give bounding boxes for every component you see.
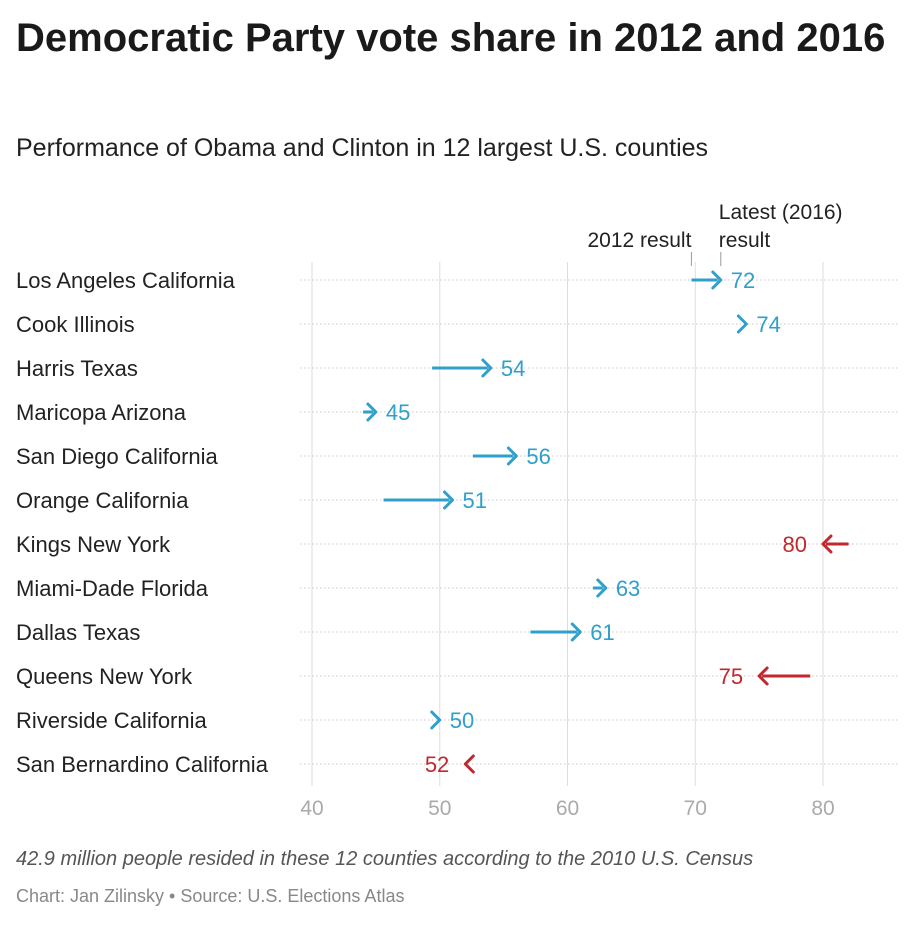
county-label: Miami-Dade Florida [16, 576, 209, 601]
x-tick-label: 50 [428, 797, 451, 820]
value-label: 61 [590, 620, 614, 645]
county-rows: Los Angeles California 72 Cook Illinois 74 H… [16, 268, 898, 777]
county-label: Los Angeles California [16, 268, 236, 293]
change-arrow-head [736, 314, 748, 334]
county-row: Harris Texas 54 [16, 356, 898, 381]
value-label: 74 [756, 312, 780, 337]
county-row: San Bernardino California 52 [16, 752, 898, 777]
value-label: 63 [616, 576, 640, 601]
legend-end-label-line1: Latest (2016) [719, 201, 843, 224]
county-row: Kings New York 80 [16, 532, 898, 557]
county-label: Maricopa Arizona [16, 400, 187, 425]
value-label: 80 [783, 532, 807, 557]
county-row: Queens New York 75 [16, 664, 898, 689]
county-row: Maricopa Arizona 45 [16, 400, 898, 425]
census-note: 42.9 million people resided in these 12 … [16, 848, 754, 870]
change-arrow-head [596, 578, 608, 598]
county-row: Miami-Dade Florida 63 [16, 576, 898, 601]
county-label: Dallas Texas [16, 620, 140, 645]
county-row: San Diego California 56 [16, 444, 898, 469]
county-label: Queens New York [16, 664, 193, 689]
legend-start-label: 2012 result [588, 229, 692, 252]
county-label: Riverside California [16, 708, 208, 733]
change-arrow-head [481, 358, 493, 378]
change-arrow-head [366, 402, 378, 422]
value-label: 51 [463, 488, 487, 513]
county-label: San Diego California [16, 444, 219, 469]
county-row: Orange California 51 [16, 488, 898, 513]
county-row: Dallas Texas 61 [16, 620, 898, 645]
county-row: Riverside California 50 [16, 708, 898, 733]
county-label: Orange California [16, 488, 189, 513]
value-label: 50 [450, 708, 474, 733]
value-label: 72 [731, 268, 755, 293]
value-label: 54 [501, 356, 525, 381]
county-label: Kings New York [16, 532, 171, 557]
value-label: 75 [719, 664, 743, 689]
change-arrow-head [711, 270, 723, 290]
county-row: Los Angeles California 72 [16, 268, 898, 293]
change-arrow-head [821, 534, 833, 554]
county-label: San Bernardino California [16, 752, 269, 777]
change-arrow-head [757, 666, 769, 686]
value-label: 45 [386, 400, 410, 425]
county-label: Cook Illinois [16, 312, 135, 337]
county-label: Harris Texas [16, 356, 138, 381]
change-arrow-head [430, 710, 442, 730]
x-tick-label: 80 [811, 797, 834, 820]
value-label: 52 [425, 752, 449, 777]
county-row: Cook Illinois 74 [16, 312, 898, 337]
change-arrow-head [570, 622, 582, 642]
x-tick-label: 40 [300, 797, 323, 820]
x-axis: 40 50 60 70 80 [300, 797, 834, 820]
value-label: 56 [526, 444, 550, 469]
legend: 2012 result Latest (2016) result [588, 201, 843, 266]
chart-subtitle: Performance of Obama and Clinton in 12 l… [16, 134, 709, 162]
change-arrow-head [443, 490, 455, 510]
chart-title: Democratic Party vote share in 2012 and … [16, 16, 886, 60]
x-tick-label: 60 [556, 797, 579, 820]
gridlines [311, 262, 824, 786]
legend-end-label-line2: result [719, 229, 771, 252]
change-arrow-head [463, 754, 475, 774]
change-arrow-head [506, 446, 518, 466]
source-credit: Chart: Jan Zilinsky • Source: U.S. Elect… [16, 886, 405, 906]
x-tick-label: 70 [684, 797, 707, 820]
